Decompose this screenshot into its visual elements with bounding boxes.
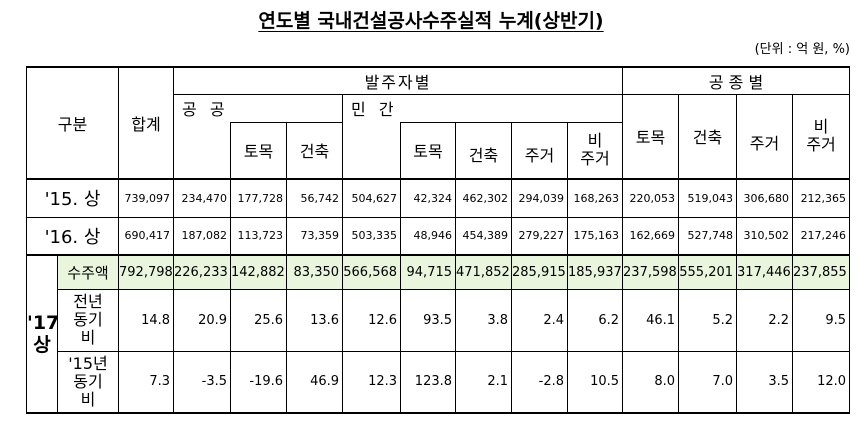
cell: -19.6 bbox=[230, 350, 288, 414]
cell: 454,389 bbox=[455, 216, 513, 256]
cell: 237,855 bbox=[792, 254, 851, 290]
cell: 503,335 bbox=[342, 216, 402, 256]
cell: 566,568 bbox=[342, 254, 402, 290]
table-row-2017-vs-2015: '15년 동기 비 7.3 -3.5 -19.6 46.9 12.3 123.8… bbox=[27, 350, 851, 414]
header-private-non-housing: 비 주거 bbox=[567, 121, 624, 180]
cell: 12.0 bbox=[792, 350, 851, 414]
cell: 9.5 bbox=[792, 288, 851, 352]
cell: 12.6 bbox=[342, 288, 402, 352]
header-type-non-housing: 비 주거 bbox=[792, 93, 851, 180]
cell: 42,324 bbox=[400, 178, 457, 218]
header-private: 민 간 bbox=[342, 93, 624, 122]
row-label: 수주액 bbox=[56, 254, 120, 290]
cell: 93.5 bbox=[400, 288, 457, 352]
cell: 237,598 bbox=[622, 254, 680, 290]
cell: 792,798 bbox=[118, 254, 175, 290]
cell: -3.5 bbox=[173, 350, 232, 414]
cell: 7.3 bbox=[118, 350, 175, 414]
cell: 46.9 bbox=[286, 350, 344, 414]
cell: 555,201 bbox=[678, 254, 738, 290]
row-label: '15. 상 bbox=[25, 178, 120, 218]
table-row-2015: '15. 상 739,097 234,470 177,728 56,742 50… bbox=[25, 178, 851, 218]
cell: 94,715 bbox=[400, 254, 457, 290]
row-label: '16. 상 bbox=[25, 216, 120, 256]
row-label: 전년 동기 비 bbox=[56, 288, 120, 352]
header-public-building: 건축 bbox=[286, 121, 344, 180]
cell: 7.0 bbox=[678, 350, 738, 414]
cell: 462,302 bbox=[455, 178, 513, 218]
cell: 504,627 bbox=[342, 178, 402, 218]
header-type-building: 건축 bbox=[678, 93, 738, 180]
cell: 8.0 bbox=[622, 350, 680, 414]
cell: 317,446 bbox=[736, 254, 794, 290]
header-type-housing: 주거 bbox=[736, 93, 794, 180]
cell: 310,502 bbox=[736, 216, 794, 256]
cell: 306,680 bbox=[736, 178, 794, 218]
cell: 162,669 bbox=[622, 216, 680, 256]
cell: 142,882 bbox=[230, 254, 288, 290]
cell: 187,082 bbox=[173, 216, 232, 256]
cell: 226,233 bbox=[173, 254, 232, 290]
row-group-2017: '17 상 bbox=[26, 254, 59, 414]
table-row-2016: '16. 상 690,417 187,082 113,723 73,359 50… bbox=[25, 216, 851, 256]
cell: 2.1 bbox=[455, 350, 513, 414]
cell: 123.8 bbox=[400, 350, 457, 414]
cell: 168,263 bbox=[567, 178, 624, 218]
cell: 690,417 bbox=[118, 216, 175, 256]
cell: 3.5 bbox=[736, 350, 794, 414]
row-label: '15년 동기 비 bbox=[56, 350, 120, 414]
cell: 113,723 bbox=[230, 216, 288, 256]
cell: 2.2 bbox=[736, 288, 794, 352]
header-public-civil: 토목 bbox=[230, 121, 288, 180]
cell: 73,359 bbox=[286, 216, 344, 256]
unit-note: (단위 : 억 원, %) bbox=[754, 42, 850, 57]
cell: 471,852 bbox=[455, 254, 513, 290]
header-type-civil: 토목 bbox=[622, 93, 680, 180]
cell: 519,043 bbox=[678, 178, 738, 218]
header-public: 공 공 bbox=[173, 93, 344, 122]
cell: 10.5 bbox=[567, 350, 624, 414]
table-row-2017-amount: '17 상 수주액 792,798 226,233 142,882 83,350… bbox=[26, 254, 851, 414]
header-private-housing: 주거 bbox=[511, 121, 569, 180]
cell: -2.8 bbox=[511, 350, 569, 414]
cell: 83,350 bbox=[286, 254, 344, 290]
cell: 12.3 bbox=[342, 350, 402, 414]
header-by-type: 공 종 별 bbox=[622, 66, 851, 95]
header-total: 합계 bbox=[118, 66, 175, 180]
cell: 279,227 bbox=[511, 216, 569, 256]
cell: 56,742 bbox=[286, 178, 344, 218]
header-gubun: 구분 bbox=[25, 66, 120, 180]
cell: 13.6 bbox=[286, 288, 344, 352]
header-by-orderer: 발주자별 bbox=[173, 66, 624, 95]
cell: 5.2 bbox=[678, 288, 738, 352]
cell: 739,097 bbox=[118, 178, 175, 218]
cell: 234,470 bbox=[173, 178, 232, 218]
construction-orders-table: 구분 합계 발주자별 공 종 별 공 공 민 간 토목 건축 주거 비 주거 토… bbox=[25, 66, 851, 414]
cell: 25.6 bbox=[230, 288, 288, 352]
header-private-building: 건축 bbox=[455, 121, 513, 180]
cell: 175,163 bbox=[567, 216, 624, 256]
cell: 20.9 bbox=[173, 288, 232, 352]
page-title: 연도별 국내건설공사수주실적 누계(상반기) bbox=[258, 10, 604, 32]
cell: 48,946 bbox=[400, 216, 457, 256]
header-public-subtotal bbox=[173, 122, 232, 180]
cell: 177,728 bbox=[230, 178, 288, 218]
header-private-subtotal bbox=[342, 122, 402, 180]
cell: 217,246 bbox=[792, 216, 851, 256]
table-row-2017-yoy: 전년 동기 비 14.8 20.9 25.6 13.6 12.6 93.5 3.… bbox=[27, 288, 851, 352]
cell: 3.8 bbox=[455, 288, 513, 352]
cell: 14.8 bbox=[118, 288, 175, 352]
cell: 46.1 bbox=[622, 288, 680, 352]
cell: 6.2 bbox=[567, 288, 624, 352]
cell: 527,748 bbox=[678, 216, 738, 256]
cell: 212,365 bbox=[792, 178, 851, 218]
cell: 285,915 bbox=[511, 254, 569, 290]
cell: 220,053 bbox=[622, 178, 680, 218]
cell: 2.4 bbox=[511, 288, 569, 352]
cell: 294,039 bbox=[511, 178, 569, 218]
header-private-civil: 토목 bbox=[400, 121, 457, 180]
cell: 185,937 bbox=[567, 254, 624, 290]
